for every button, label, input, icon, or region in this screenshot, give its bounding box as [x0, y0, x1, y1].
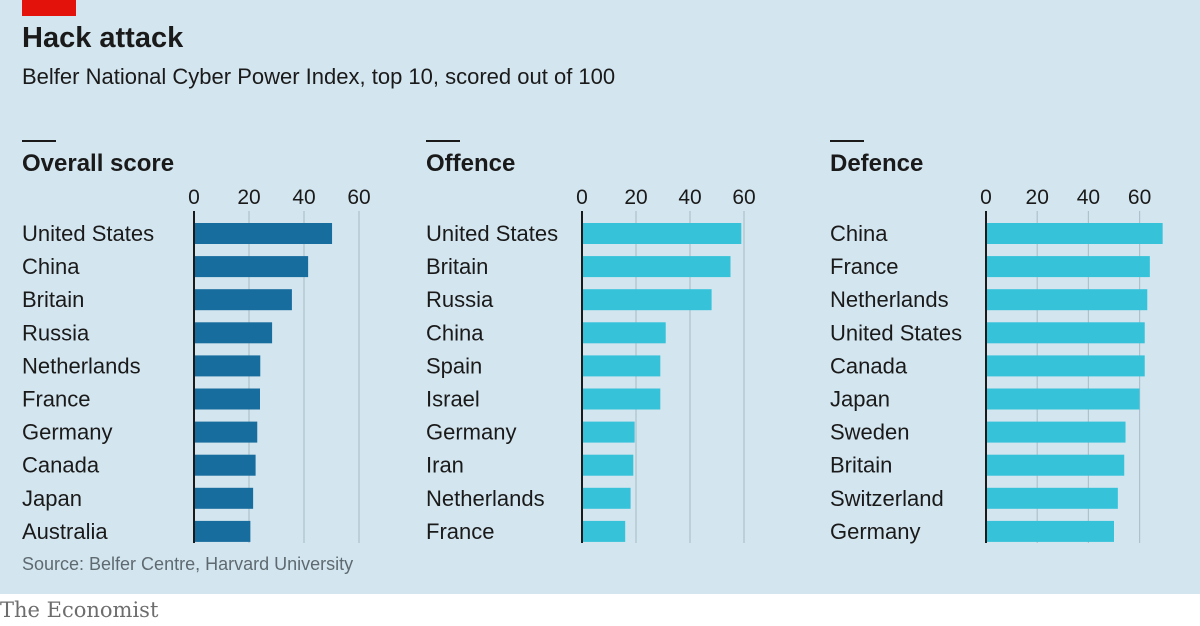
chart1-title-rule [22, 140, 56, 142]
chart2-tick-label: 60 [732, 186, 755, 209]
chart1-category-label: Japan [22, 486, 82, 511]
chart3-bar [986, 256, 1150, 278]
chart1-bar [194, 256, 309, 278]
charts-svg: Overall score 0 20 40 60 United States China Br… [22, 140, 1163, 544]
chart1-bar [194, 520, 251, 542]
chart1-category-label: Russia [22, 320, 90, 345]
chart3-tick-label: 60 [1128, 186, 1151, 209]
chart2-category-label: Russia [426, 287, 494, 312]
chart3-category-label: China [830, 221, 888, 246]
chart2-tick-label: 0 [576, 186, 588, 209]
chart1-category-label: Australia [22, 519, 108, 544]
chart3-bar [986, 355, 1145, 377]
chart3-bar [986, 289, 1148, 311]
chart2-bar [582, 388, 661, 410]
chart2-category-label: Spain [426, 353, 482, 378]
publisher-brand: The Economist [0, 598, 159, 622]
chart1-tick-label: 0 [188, 186, 200, 209]
chart2-bar [582, 223, 742, 244]
chart2-category-label: Britain [426, 254, 488, 279]
chart2-tick-label: 40 [678, 186, 701, 209]
chart2-category-label: Israel [426, 387, 480, 412]
chart2-title-rule [426, 140, 460, 142]
chart3-category-label: Sweden [830, 420, 910, 445]
chart3-bar [986, 223, 1163, 244]
chart1-category-label: Netherlands [22, 353, 141, 378]
chart3-bar [986, 487, 1118, 509]
chart3-tick-label: 0 [980, 186, 992, 209]
chart-subtitle: Belfer National Cyber Power Index, top 1… [22, 64, 616, 89]
chart2-category-label: France [426, 519, 494, 544]
chart1-category-label: France [22, 387, 90, 412]
chart1-category-label: China [22, 254, 80, 279]
chart3-category-label: United States [830, 320, 962, 345]
chart2-tick-label: 20 [624, 186, 647, 209]
chart1-category-label: United States [22, 221, 154, 246]
chart3-title-rule [830, 140, 864, 142]
chart2-title: Offence [426, 150, 515, 177]
chart1-title: Overall score [22, 150, 174, 177]
chart1-bar [194, 421, 258, 443]
chart2-bar [582, 289, 712, 311]
chart1-bar [194, 289, 292, 311]
chart3-bar [986, 454, 1125, 476]
chart3-bar [986, 520, 1114, 542]
chart3-bar [986, 421, 1126, 443]
chart3-title: Defence [830, 150, 923, 177]
chart1-bar [194, 355, 261, 377]
chart1-bar [194, 487, 254, 509]
chart1-category-label: Britain [22, 287, 84, 312]
chart3-category-label: Switzerland [830, 486, 944, 511]
chart2-category-label: United States [426, 221, 558, 246]
chart-title: Hack attack [22, 22, 184, 54]
chart3-category-label: France [830, 254, 898, 279]
chart3-category-label: Japan [830, 387, 890, 412]
chart1-tick-label: 60 [347, 186, 370, 209]
chart1-tick-label: 40 [292, 186, 315, 209]
chart2-bar [582, 454, 634, 476]
chart1-category-label: Germany [22, 420, 112, 445]
chart3-bar [986, 322, 1145, 344]
chart3-tick-label: 40 [1077, 186, 1100, 209]
source-note: Source: Belfer Centre, Harvard Universit… [22, 554, 354, 574]
chart2-category-label: Iran [426, 453, 464, 478]
chart1-bar [194, 454, 256, 476]
chart1-bar [194, 223, 333, 244]
chart2-category-label: Germany [426, 420, 516, 445]
chart3-bar [986, 388, 1140, 410]
chart1-tick-label: 20 [237, 186, 260, 209]
chart2-bar [582, 322, 666, 344]
chart3-category-label: Netherlands [830, 287, 949, 312]
chart1-bar [194, 322, 273, 344]
chart3-category-label: Germany [830, 519, 920, 544]
chart2-bar [582, 487, 631, 509]
chart2-bar [582, 421, 635, 443]
chart2-bar [582, 520, 626, 542]
chart3-category-label: Canada [830, 353, 908, 378]
chart1-category-label: Canada [22, 453, 100, 478]
chart1-bar [194, 388, 260, 410]
chart3-category-label: Britain [830, 453, 892, 478]
brand-tag [22, 0, 76, 16]
chart2-bar [582, 256, 731, 278]
chart2-category-label: Netherlands [426, 486, 545, 511]
chart-panel: Hack attack Belfer National Cyber Power … [0, 0, 1200, 594]
chart3-tick-label: 20 [1026, 186, 1049, 209]
chart2-category-label: China [426, 320, 484, 345]
chart2-bar [582, 355, 661, 377]
